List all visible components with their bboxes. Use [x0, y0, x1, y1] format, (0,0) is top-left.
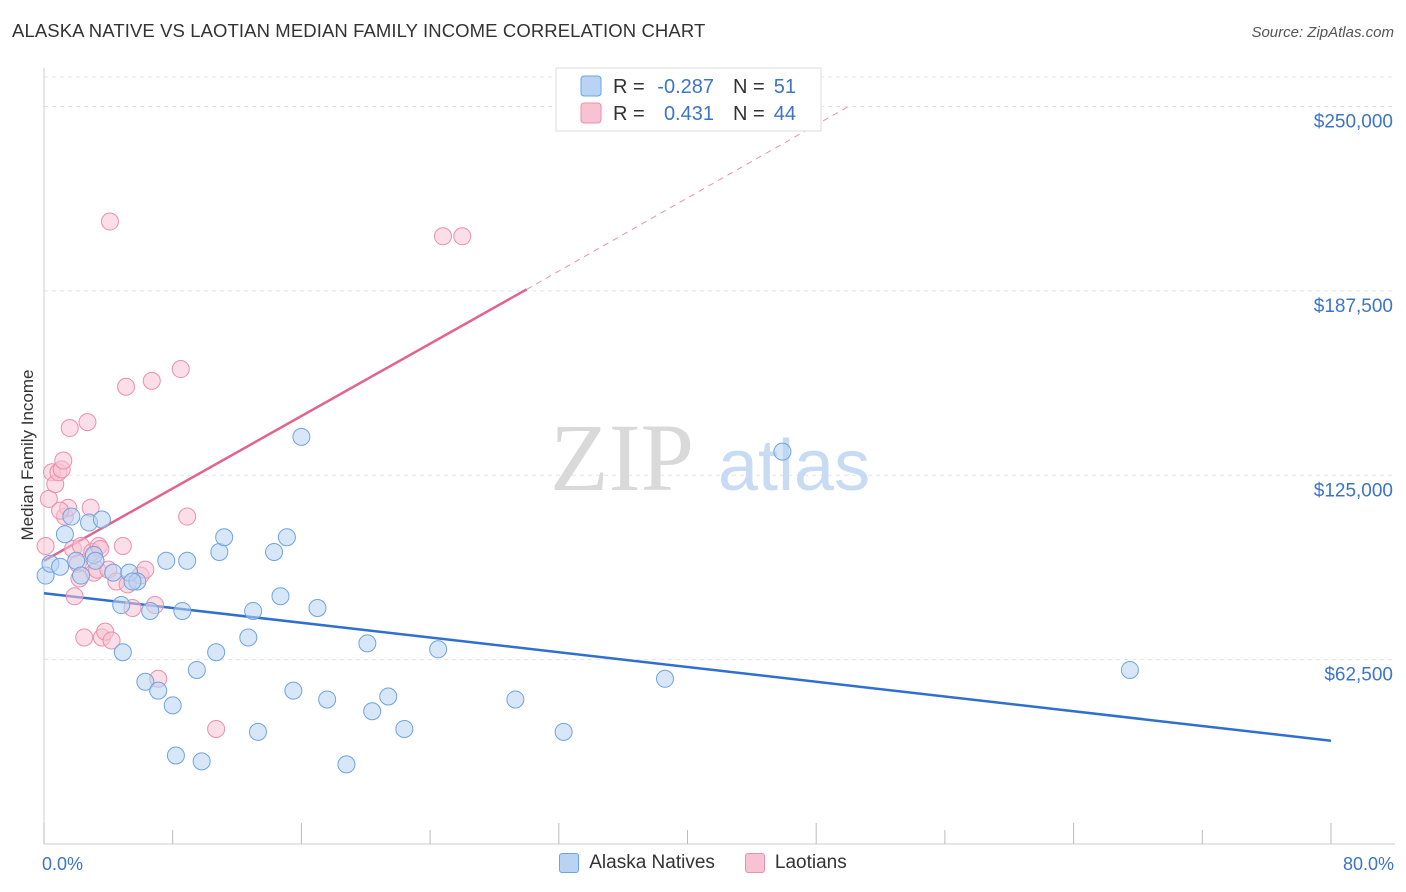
alaska-natives-point	[72, 566, 91, 585]
y-tick-label: $250,000	[1314, 112, 1393, 133]
laotians-point	[65, 587, 84, 606]
watermark: ZIP atlas	[550, 404, 870, 511]
y-tick-label: $125,000	[1314, 480, 1393, 501]
alaska-natives-point	[337, 755, 356, 774]
alaska-natives-point	[192, 752, 211, 771]
alaska-natives-point	[773, 442, 792, 461]
y-axis-label: Median Family Income	[18, 369, 37, 540]
laotians-point	[142, 371, 161, 390]
alaska-natives-point	[248, 722, 267, 741]
gridlines	[44, 76, 1395, 661]
legend-blue-n-value: 51	[774, 76, 796, 98]
alaska-natives-point	[149, 681, 168, 700]
alaska-natives-points	[36, 427, 1139, 774]
alaska-natives-point	[215, 528, 234, 547]
stats-legend: R = -0.287 N = 51 R = 0.431 N = 44	[555, 67, 822, 132]
alaska-natives-point	[123, 572, 142, 591]
alaska-natives-point	[358, 634, 377, 653]
legend-pink-r-label: R =	[613, 103, 645, 125]
laotians-trend-extension	[526, 106, 849, 290]
x-tick-label-max: 80.0%	[1343, 854, 1394, 874]
laotians-point	[102, 631, 121, 650]
legend-blue-n-label: N =	[733, 76, 765, 98]
alaska-natives-point	[506, 690, 525, 709]
alaska-natives-point	[554, 722, 573, 741]
alaska-natives-point	[55, 525, 74, 544]
legend-pink-n-value: 44	[774, 103, 796, 125]
laotians-swatch	[744, 853, 765, 873]
alaska-natives-point	[112, 596, 131, 615]
legend-item-alaska-natives: Alaska Natives	[559, 852, 715, 874]
laotians-point	[433, 227, 452, 246]
alaska-natives-point	[244, 601, 263, 620]
laotians-point	[78, 413, 97, 432]
alaska-natives-point	[1120, 660, 1139, 679]
laotians-point	[171, 360, 190, 379]
y-tick-label: $62,500	[1324, 665, 1393, 686]
alaska-natives-swatch	[559, 853, 580, 873]
alaska-natives-label: Alaska Natives	[589, 852, 715, 873]
chart-title: ALASKA NATIVE VS LAOTIAN MEDIAN FAMILY I…	[12, 20, 706, 41]
laotians-point	[117, 377, 136, 396]
legend-blue-r-value: -0.287	[657, 76, 714, 98]
pink-trend	[43, 106, 849, 562]
alaska-natives-point	[655, 669, 674, 688]
laotians-point	[54, 451, 73, 470]
alaska-natives-point	[284, 681, 303, 700]
laotians-point	[60, 419, 79, 438]
legend-blue-swatch	[580, 75, 602, 97]
alaska-natives-point	[86, 551, 105, 570]
laotians-point	[100, 212, 119, 231]
alaska-natives-point	[157, 551, 176, 570]
alaska-natives-point	[136, 672, 155, 691]
laotians-point	[453, 227, 472, 246]
legend-blue-r-label: R =	[613, 76, 645, 98]
alaska-natives-point	[308, 599, 327, 617]
alaska-natives-point	[395, 719, 414, 738]
alaska-natives-point	[113, 643, 132, 662]
alaska-natives-point	[318, 690, 337, 709]
source-label: Source: ZipAtlas.com	[1251, 24, 1394, 41]
alaska-natives-point	[363, 702, 382, 721]
alaska-natives-point	[277, 528, 296, 547]
alaska-natives-point	[104, 563, 123, 582]
alaska-natives-point	[166, 746, 185, 765]
alaska-natives-point	[173, 601, 192, 620]
laotians-point	[75, 628, 94, 647]
laotians-point	[113, 537, 132, 556]
laotians-label: Laotians	[774, 852, 847, 873]
alaska-natives-point	[239, 628, 258, 647]
alaska-natives-point	[178, 551, 197, 570]
series-legend: Alaska Natives Laotians	[0, 852, 1406, 874]
legend-pink-n-label: N =	[733, 103, 765, 125]
laotians-point	[36, 537, 55, 556]
alaska-natives-point	[163, 696, 182, 715]
alaska-natives-point	[187, 660, 206, 679]
legend-item-laotians: Laotians	[744, 852, 847, 874]
legend-pink-r-value: 0.431	[664, 103, 714, 125]
alaska-natives-point	[265, 542, 284, 561]
watermark-atlas: atlas	[718, 426, 870, 506]
legend-pink-swatch	[580, 102, 602, 124]
alaska-natives-point	[62, 507, 81, 526]
alaska-natives-point	[207, 643, 226, 662]
tick-labels: $62,500 $125,000 $187,500 $250,000 0.0% 80.0%	[42, 112, 1394, 875]
axes	[43, 68, 1395, 845]
alaska-natives-point	[379, 687, 398, 706]
alaska-natives-point	[429, 640, 448, 659]
x-tick-label-min: 0.0%	[42, 854, 83, 874]
alaska-natives-point	[292, 427, 311, 446]
laotians-point	[207, 719, 226, 738]
alaska-natives-point	[51, 557, 70, 576]
alaska-natives-point	[92, 510, 111, 529]
watermark-zip: ZIP	[550, 404, 694, 511]
alaska-natives-point	[271, 587, 290, 606]
y-tick-label: $187,500	[1314, 296, 1393, 317]
laotians-trend-line	[43, 288, 528, 562]
alaska-natives-point	[141, 601, 160, 620]
laotians-point	[178, 507, 197, 526]
